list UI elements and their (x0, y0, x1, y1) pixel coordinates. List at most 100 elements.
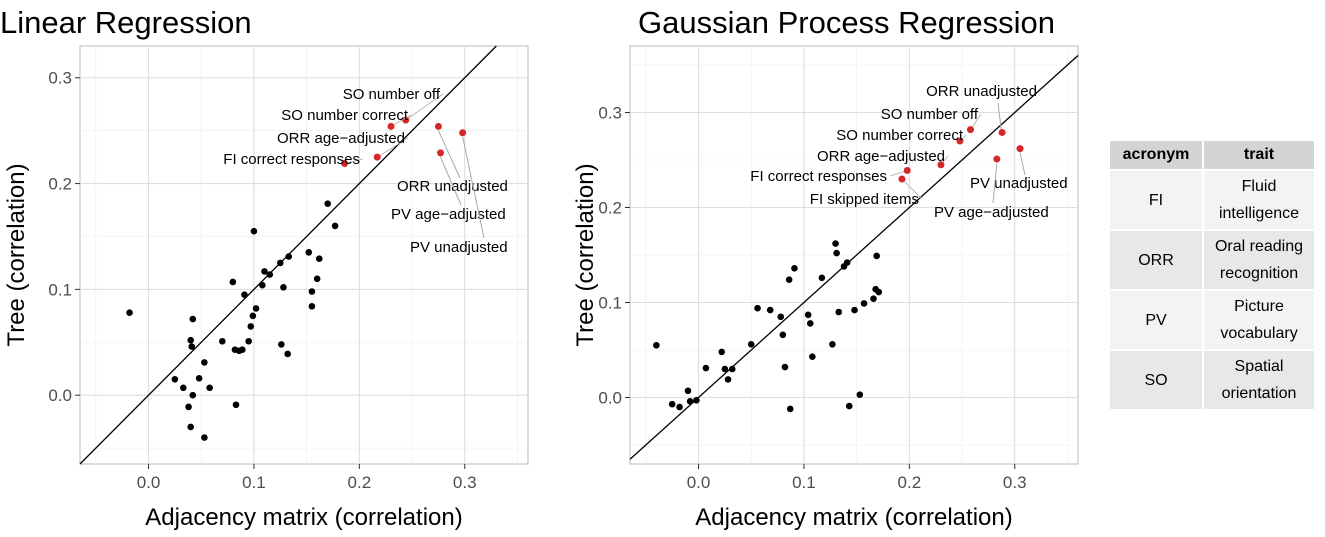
point-label: ORR age−adjusted (277, 130, 405, 147)
data-point (278, 341, 285, 348)
highlighted-point (459, 129, 467, 137)
data-point (261, 268, 268, 275)
x-tick-label: 0.2 (898, 473, 922, 492)
highlighted-point (903, 166, 911, 174)
y-tick-label: 0.1 (48, 280, 72, 299)
data-point (285, 253, 293, 260)
label-leader-line (462, 136, 485, 239)
point-label: ORR unadjusted (397, 178, 508, 195)
highlighted-point (1016, 145, 1024, 153)
data-point (766, 306, 774, 314)
y-tick-label: 0.3 (48, 69, 72, 88)
data-point (829, 341, 836, 348)
point-label: SO number off (881, 106, 979, 123)
data-point (873, 252, 880, 260)
point-label: SO number correct (281, 107, 409, 124)
label-leader-line (992, 163, 998, 204)
legend-acronym: SO (1108, 349, 1204, 411)
legend-acronym: FI (1108, 169, 1204, 231)
legend-trait: Oral reading recognition (1202, 229, 1316, 291)
point-label: PV unadjusted (970, 175, 1068, 192)
point-label: ORR unadjusted (926, 83, 1037, 100)
data-point (686, 398, 694, 405)
data-point (835, 308, 843, 316)
data-point (747, 341, 755, 348)
data-point (324, 200, 332, 207)
legend-trait: Picture vocabulary (1202, 289, 1316, 351)
data-point (870, 295, 877, 303)
data-point (201, 434, 208, 441)
data-point (724, 376, 732, 383)
x-tick-label: 0.0 (137, 473, 161, 492)
data-point (721, 365, 729, 373)
legend-row: PV Picture vocabulary (1108, 289, 1316, 351)
legend-row: FI Fluid intelligence (1108, 169, 1316, 231)
data-point (845, 402, 853, 410)
data-point (806, 320, 814, 327)
data-point (308, 303, 316, 310)
label-leader-line (1019, 152, 1026, 176)
data-point (180, 384, 187, 392)
data-point (280, 283, 287, 291)
x-tick-label: 0.3 (1003, 473, 1027, 492)
label-leader-line (901, 178, 923, 200)
data-point (284, 350, 291, 358)
data-point (684, 387, 692, 395)
point-label: SO number correct (836, 127, 964, 144)
data-point (809, 353, 816, 360)
highlighted-point (966, 126, 974, 134)
data-point (195, 374, 203, 382)
data-point (693, 397, 700, 404)
data-point (728, 365, 736, 373)
data-point (188, 343, 196, 350)
point-label: FI correct responses (223, 151, 360, 168)
y-axis-label: Tree (correlation) (3, 163, 30, 346)
data-point (786, 405, 794, 413)
data-point (126, 309, 133, 316)
legend-acronym: PV (1108, 289, 1204, 351)
legend-header-trait: trait (1202, 139, 1316, 171)
data-point (239, 346, 246, 354)
data-point (206, 384, 213, 392)
x-tick-label: 0.1 (242, 473, 266, 492)
x-tick-label: 0.0 (687, 473, 711, 492)
x-tick-label: 0.2 (348, 473, 372, 492)
data-point (187, 423, 194, 431)
highlighted-point (437, 149, 445, 157)
highlighted-point (898, 175, 906, 183)
legend-trait: Spatial orientation (1202, 349, 1316, 411)
data-point (676, 403, 683, 411)
highlighted-point (387, 122, 395, 130)
data-point (791, 265, 798, 272)
data-point (245, 337, 252, 345)
acronym-legend-table: acronym trait FI Fluid intelligence ORR O… (1108, 139, 1316, 411)
data-point (718, 348, 726, 356)
identity-line (629, 55, 1079, 460)
data-point (229, 278, 237, 286)
data-point (219, 337, 226, 345)
point-label: FI skipped items (810, 191, 919, 208)
data-point (781, 363, 789, 371)
point-label: PV age−adjusted (934, 204, 1049, 221)
point-label: ORR age−adjusted (817, 148, 945, 165)
data-point (249, 312, 257, 320)
legend-row: SO Spatial orientation (1108, 349, 1316, 411)
legend-header-acronym: acronym (1108, 139, 1204, 171)
data-point (189, 391, 197, 399)
highlighted-point (998, 128, 1006, 136)
y-tick-label: 0.1 (598, 294, 622, 313)
data-point (851, 306, 858, 314)
x-axis-label: Adjacency matrix (correlation) (145, 504, 462, 531)
data-point (779, 331, 787, 339)
data-point (189, 315, 197, 323)
legend-header-row: acronym trait (1108, 139, 1316, 171)
highlighted-point (373, 153, 381, 161)
point-label: SO number off (343, 86, 441, 103)
data-point (250, 227, 258, 235)
data-point (860, 300, 868, 307)
data-point (833, 249, 840, 257)
y-tick-label: 0.2 (48, 175, 72, 194)
data-point (252, 305, 260, 312)
point-label: PV age−adjusted (391, 206, 506, 223)
data-point (804, 311, 812, 319)
